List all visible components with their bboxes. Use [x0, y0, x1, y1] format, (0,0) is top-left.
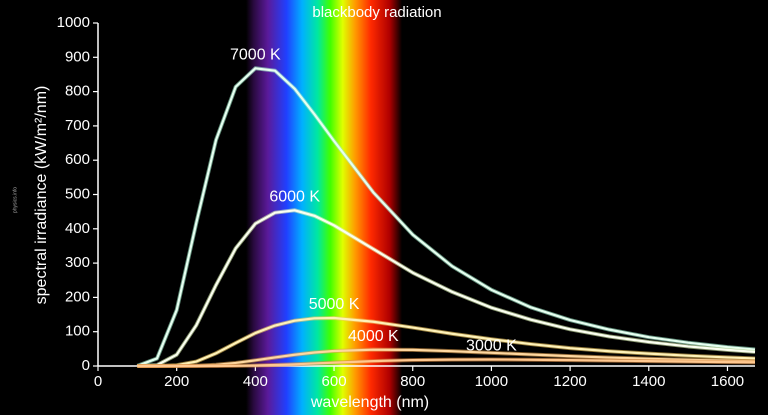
x-tick-label: 200: [164, 373, 189, 390]
x-tick-label: 1200: [553, 373, 586, 390]
x-tick-label: 1000: [475, 373, 508, 390]
y-tick-label: 500: [65, 185, 90, 202]
series-label: 5000 K: [309, 296, 360, 313]
credit: physics.info: [12, 187, 18, 213]
y-tick-label: 100: [65, 323, 90, 340]
y-tick-label: 200: [65, 288, 90, 305]
x-tick-label: 1400: [632, 373, 665, 390]
x-tick-label: 0: [94, 373, 102, 390]
series-label: 4000 K: [348, 328, 399, 345]
y-tick-label: 0: [82, 357, 90, 374]
x-tick-label: 800: [400, 373, 425, 390]
x-tick-label: 600: [322, 373, 347, 390]
series-line: [137, 358, 756, 368]
x-tick-label: 1600: [711, 373, 744, 390]
y-tick-label: 1000: [57, 14, 90, 31]
y-tick-label: 300: [65, 254, 90, 271]
y-tick-label: 800: [65, 83, 90, 100]
series-line: [137, 209, 756, 368]
series-line: [136, 67, 756, 367]
y-tick-label: 700: [65, 117, 90, 134]
series-label: 3000 K: [466, 338, 517, 355]
series-glow: [136, 66, 756, 368]
y-tick-label: 400: [65, 220, 90, 237]
series-line: [137, 316, 756, 368]
y-tick-label: 900: [65, 48, 90, 65]
chart-title: blackbody radiation: [312, 4, 441, 21]
y-tick-label: 600: [65, 151, 90, 168]
x-axis-label: wavelength (nm): [310, 394, 429, 411]
series-label: 7000 K: [230, 46, 281, 63]
y-axis-label: spectral irradiance (kW/m²/nm): [33, 86, 50, 305]
x-tick-label: 400: [243, 373, 268, 390]
series-label: 6000 K: [269, 188, 320, 205]
